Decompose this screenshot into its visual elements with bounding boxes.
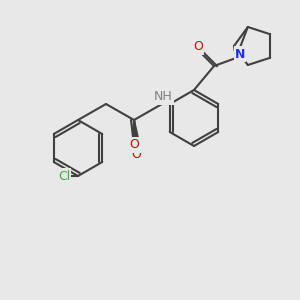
Text: O: O	[131, 148, 141, 161]
Text: O: O	[193, 40, 203, 53]
Text: NH: NH	[154, 91, 172, 103]
Text: N: N	[235, 47, 245, 61]
Text: O: O	[130, 139, 140, 152]
Text: Cl: Cl	[58, 169, 70, 182]
